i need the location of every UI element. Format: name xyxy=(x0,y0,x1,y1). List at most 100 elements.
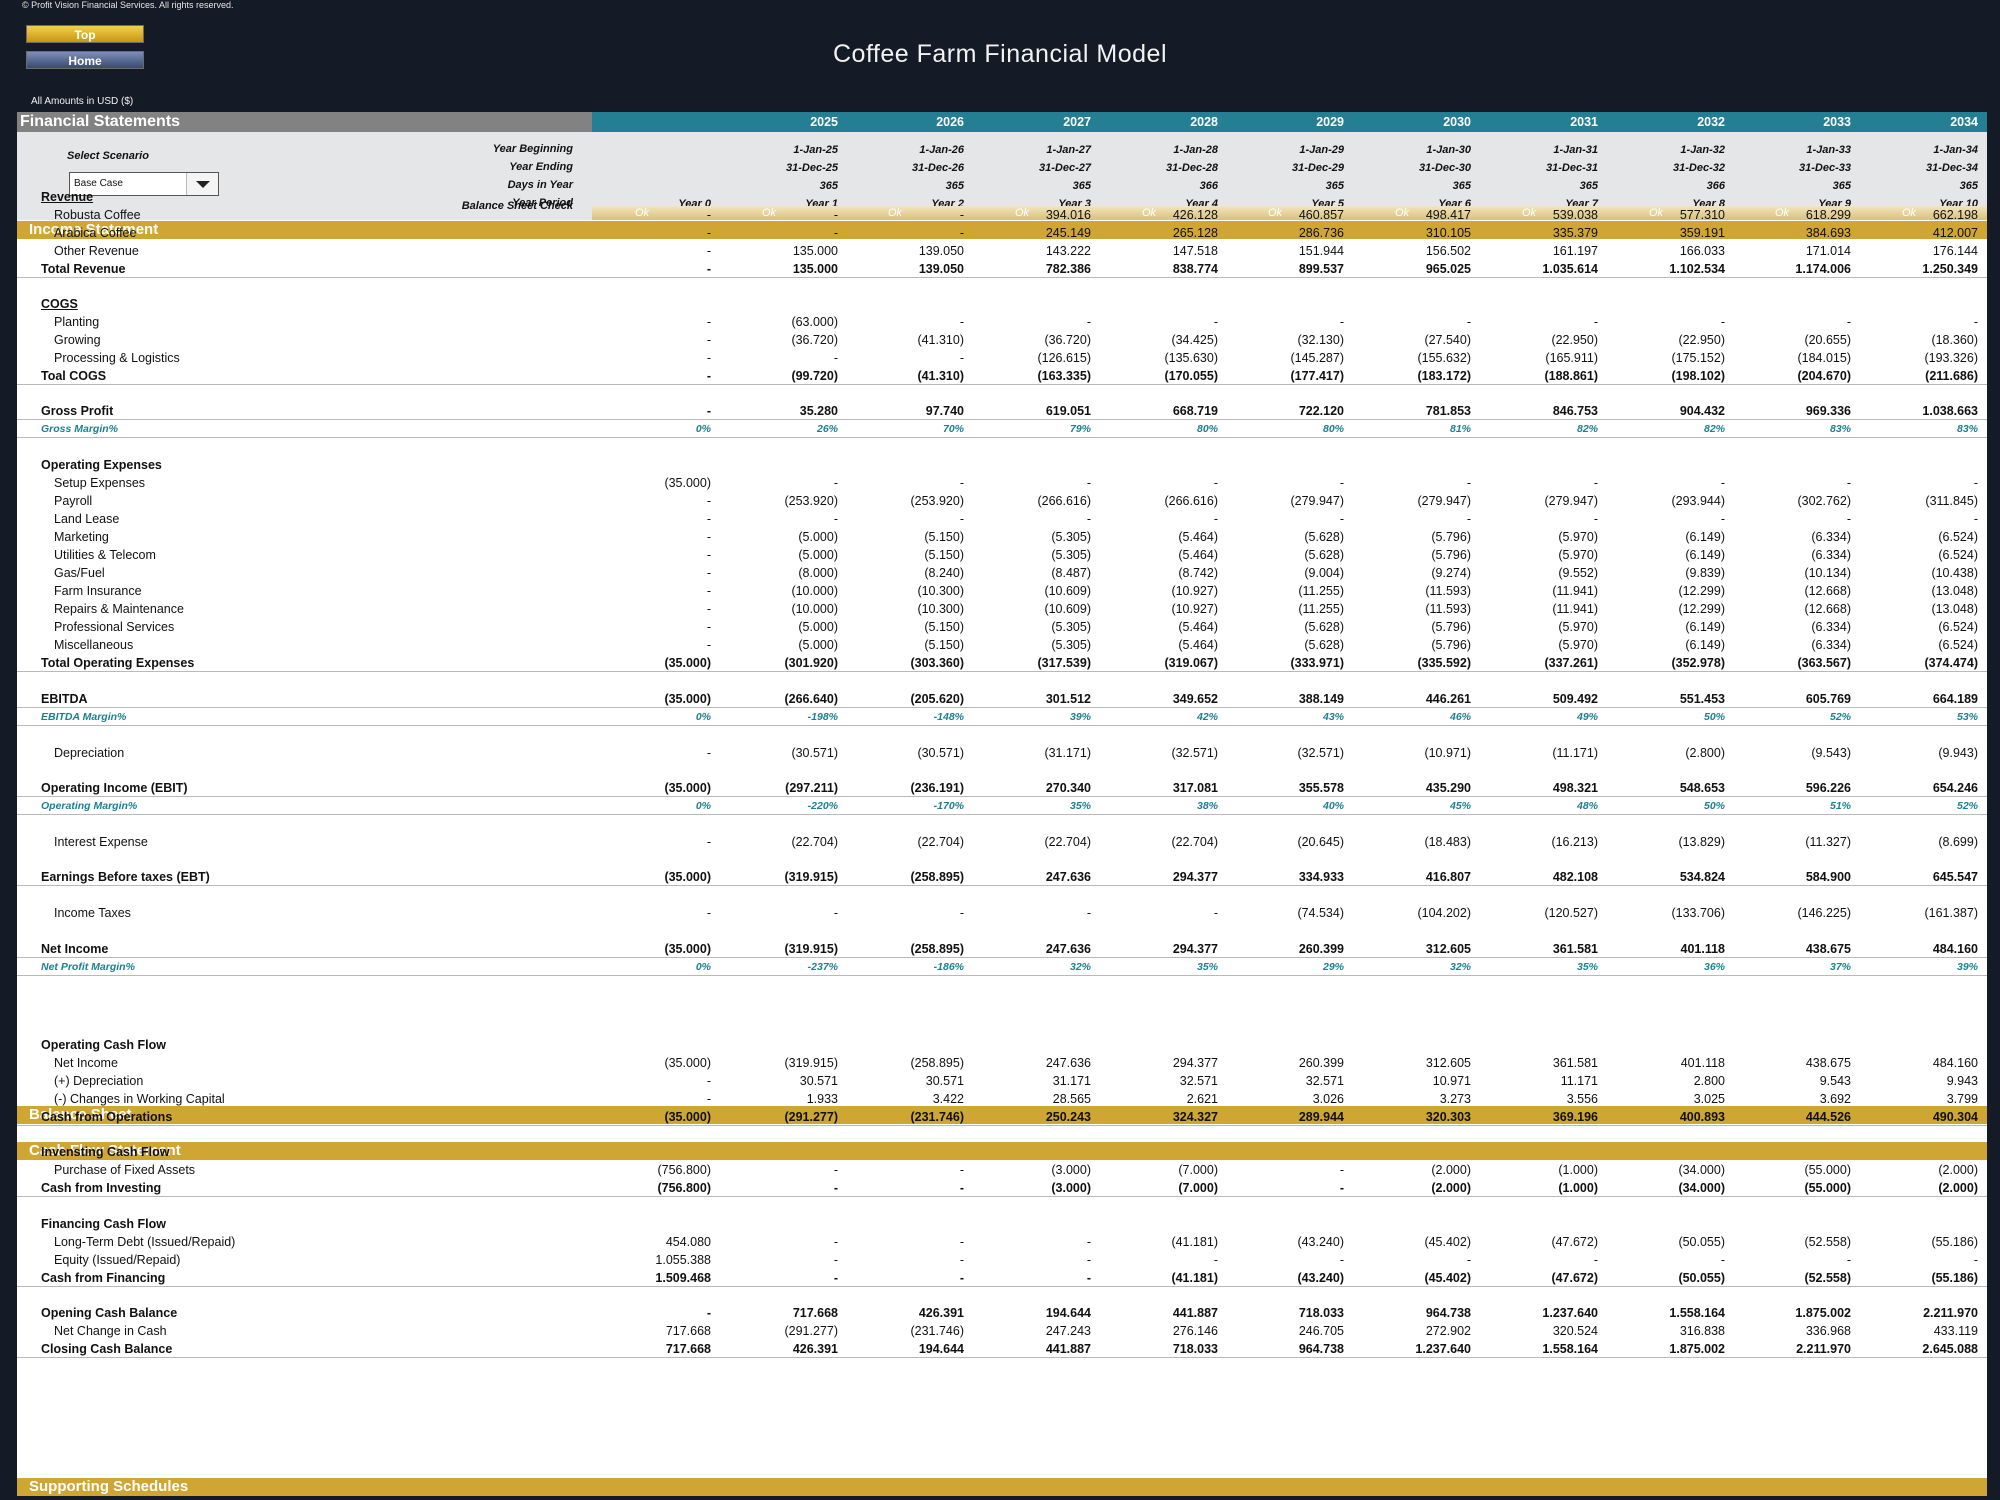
timeline-value: 31-Dec-25 xyxy=(786,162,838,174)
statement-row: Interest Expense - (22.704) (22.704) (22.704… xyxy=(17,833,1987,851)
statement-row: Purchase of Fixed Assets (756.800) - - (3.00… xyxy=(17,1161,1987,1179)
row-value: (3.000) xyxy=(1051,1163,1091,1177)
row-value: - xyxy=(706,620,711,634)
row-value: - xyxy=(1339,315,1344,329)
row-value: - xyxy=(1339,512,1344,526)
row-value: 0% xyxy=(695,711,711,723)
row-value: 194.644 xyxy=(1045,1306,1091,1320)
statement-row: Total Operating Expenses (35.000) (301.920… xyxy=(17,654,1987,672)
row-value: (10.609) xyxy=(1044,584,1091,598)
row-value: - xyxy=(706,351,711,365)
row-value: (161.387) xyxy=(1924,906,1978,920)
row-value: 0% xyxy=(695,423,711,435)
row-value: (41.310) xyxy=(917,369,964,383)
row-value: 1.237.640 xyxy=(1542,1306,1598,1320)
row-value: 334.933 xyxy=(1298,870,1344,884)
row-value: (6.149) xyxy=(1685,638,1725,652)
row-value: (13.048) xyxy=(1931,584,1978,598)
row-value: 50% xyxy=(1703,800,1725,812)
row-value: - xyxy=(833,226,838,240)
row-label: Utilities & Telecom xyxy=(54,548,156,562)
balance-check-label: Balance Sheet Check xyxy=(461,200,573,212)
statement-row: Professional Services - (5.000) (5.150) (5.3… xyxy=(17,618,1987,636)
row-value: (6.149) xyxy=(1685,548,1725,562)
home-button[interactable]: Home xyxy=(26,51,144,69)
row-value: - xyxy=(706,512,711,526)
row-label: Operating Margin% xyxy=(41,800,138,812)
row-value: 312.605 xyxy=(1425,1056,1471,1070)
row-value: 156.502 xyxy=(1425,244,1471,258)
row-value: (22.950) xyxy=(1551,333,1598,347)
row-value: 441.887 xyxy=(1172,1306,1218,1320)
row-value: (5.000) xyxy=(798,530,838,544)
row-value: (258.895) xyxy=(910,870,964,884)
row-value: (11.327) xyxy=(1805,835,1851,849)
top-button[interactable]: Top xyxy=(26,25,144,43)
row-value: (205.620) xyxy=(910,692,964,706)
row-value: (10.000) xyxy=(791,602,838,616)
row-value: 718.033 xyxy=(1172,1342,1218,1356)
row-value: - xyxy=(959,1163,964,1177)
row-value: 70% xyxy=(942,423,964,435)
row-value: 51% xyxy=(1829,800,1851,812)
year-header: 2034 xyxy=(1950,115,1978,129)
row-value: 40% xyxy=(1322,800,1344,812)
row-value: (35.000) xyxy=(664,692,711,706)
row-value: (303.360) xyxy=(910,656,964,670)
row-value: (193.326) xyxy=(1924,351,1978,365)
row-value: (9.943) xyxy=(1938,746,1978,760)
statement-row: Earnings Before taxes (EBT) (35.000) (319.… xyxy=(17,868,1987,886)
row-value: 401.118 xyxy=(1680,942,1726,956)
row-value: - xyxy=(1593,476,1598,490)
row-value: 52% xyxy=(1829,711,1851,723)
row-value: 1.933 xyxy=(806,1092,838,1106)
statement-row: EBITDA Margin% 0% -198% -148% 39% 42% 43% 46% 49… xyxy=(17,708,1987,726)
row-value: 171.014 xyxy=(1805,244,1851,258)
row-value: 3.799 xyxy=(1946,1092,1978,1106)
row-value: 846.753 xyxy=(1552,404,1598,418)
row-value: 45% xyxy=(1449,800,1471,812)
row-value: (11.255) xyxy=(1298,602,1344,616)
row-value: (9.274) xyxy=(1431,566,1471,580)
row-value: 324.327 xyxy=(1172,1110,1218,1124)
statement-row: Processing & Logistics - - - (126.615) (135.6… xyxy=(17,349,1987,367)
timeline-value: 31-Dec-33 xyxy=(1799,162,1851,174)
row-value: (10.300) xyxy=(917,602,964,616)
row-value: - xyxy=(1846,315,1851,329)
row-label: Net Change in Cash xyxy=(54,1324,167,1338)
row-value: (170.055) xyxy=(1164,369,1218,383)
chevron-down-icon[interactable] xyxy=(186,173,218,195)
row-value: - xyxy=(833,1235,838,1249)
row-value: 498.321 xyxy=(1552,781,1598,795)
timeline-value: 365 xyxy=(1832,180,1851,192)
row-value: 3.025 xyxy=(1693,1092,1725,1106)
row-label: Net Income xyxy=(54,1056,118,1070)
scenario-dropdown[interactable]: Base Case xyxy=(69,172,219,196)
row-value: (319.915) xyxy=(784,1056,838,1070)
row-value: - xyxy=(833,208,838,222)
row-label: Arabica Coffee xyxy=(54,226,137,240)
row-value: 42% xyxy=(1196,711,1218,723)
timeline-value: 1-Jan-31 xyxy=(1553,144,1598,156)
row-value: 53% xyxy=(1956,711,1978,723)
row-value: (35.000) xyxy=(664,656,711,670)
row-value: (756.800) xyxy=(657,1163,711,1177)
row-value: - xyxy=(1086,1253,1091,1267)
row-value: 369.196 xyxy=(1552,1110,1598,1124)
year-header: 2026 xyxy=(936,115,964,129)
row-value: (1.000) xyxy=(1558,1163,1598,1177)
row-value: (177.417) xyxy=(1290,369,1344,383)
row-value: (5.305) xyxy=(1051,620,1091,634)
row-value: (319.915) xyxy=(784,870,838,884)
row-value: 3.273 xyxy=(1439,1092,1471,1106)
row-label: Net Income xyxy=(41,942,109,956)
row-value: 143.222 xyxy=(1045,244,1091,258)
row-value: (6.334) xyxy=(1811,530,1851,544)
row-value: 416.807 xyxy=(1425,870,1471,884)
timeline-label: Year Ending xyxy=(509,161,573,173)
row-value: 28.565 xyxy=(1052,1092,1091,1106)
row-value: - xyxy=(706,566,711,580)
statement-row: Long-Term Debt (Issued/Repaid) 454.080 - - -… xyxy=(17,1233,1987,1251)
balance-check-value: Ok xyxy=(1268,207,1283,219)
row-value: 37% xyxy=(1829,961,1851,973)
